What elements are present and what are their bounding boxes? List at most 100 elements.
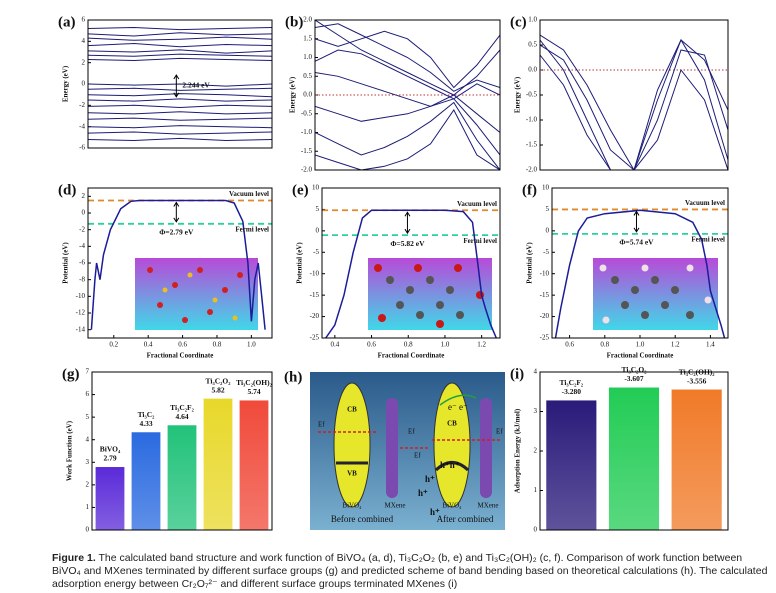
- x-tick-label: 0.4: [330, 341, 339, 349]
- y-tick-label: -2: [79, 225, 85, 233]
- x-tick-label: 0.6: [178, 341, 187, 349]
- plot-frame: [91, 371, 273, 531]
- y-tick-label: -2.0: [301, 166, 313, 174]
- category-label: Ti₃C₂O₂: [206, 376, 232, 385]
- band-line: [315, 101, 500, 170]
- panel-label: (g): [62, 366, 80, 382]
- inset-d: [135, 258, 258, 330]
- y-tick-label: 4: [82, 37, 86, 45]
- annotation: Φ=5.74 eV: [619, 238, 654, 247]
- band-line: [88, 125, 272, 129]
- x-tick-label: 0.8: [600, 341, 609, 349]
- panel-label: (d): [58, 182, 76, 198]
- category-label: Ti₃C₂F₂: [170, 403, 194, 412]
- y-tick-label: -25: [540, 334, 550, 342]
- panel-label: (e): [292, 182, 309, 198]
- plot: [88, 26, 272, 142]
- bar: [167, 425, 197, 530]
- y-tick-label: -14: [76, 325, 86, 333]
- plot: [322, 209, 500, 338]
- band-line: [315, 49, 500, 100]
- band-line: [325, 209, 497, 338]
- y-tick-label: 0: [534, 526, 538, 534]
- inset-f: [593, 258, 718, 330]
- plot-frame: [551, 187, 729, 339]
- panel-label: (b): [285, 14, 303, 30]
- y-tick-label: 4: [534, 368, 538, 376]
- x-tick-label: 1.2: [671, 341, 680, 349]
- y-tick-label: -2: [79, 101, 85, 109]
- ef-label: Ef: [414, 452, 421, 460]
- y-tick-label: 1.0: [303, 53, 312, 61]
- y-tick-label: 5: [86, 413, 90, 421]
- material: MXene: [385, 502, 406, 510]
- y-tick-label: 0.5: [303, 72, 312, 80]
- y-tick-label: 5: [546, 205, 550, 213]
- value-label: 2.79: [103, 454, 116, 463]
- y-tick-label: 2: [86, 480, 90, 488]
- figure: (h) CB VB Ef Ef Ef CB Ef e⁻ e⁻ h⁺h⁺ h⁺ h…: [58, 14, 729, 534]
- arrow-head: [633, 210, 640, 233]
- band-line: [315, 23, 500, 92]
- y-tick-label: 1.5: [303, 34, 312, 42]
- y-tick-label: -10: [310, 269, 320, 277]
- y-tick-label: 3: [534, 407, 538, 415]
- inset-structures: [135, 258, 718, 330]
- plot-frame: [314, 19, 501, 171]
- y-tick-label: -1.5: [301, 147, 313, 155]
- caption-text: The calculated band structure and work f…: [52, 552, 768, 590]
- x-tick-label: 1.0: [247, 341, 256, 349]
- electrons: e⁻ e⁻: [448, 402, 468, 412]
- holes-band: h⁺h⁺: [440, 460, 460, 470]
- y-tick-label: 2: [82, 192, 86, 200]
- band-line: [88, 57, 272, 62]
- y-tick-label: 1: [86, 503, 90, 511]
- band-line: [88, 111, 272, 115]
- value-label: 5.82: [211, 385, 224, 394]
- y-tick-label: -0.5: [301, 109, 313, 117]
- x-tick-label: 0.8: [213, 341, 222, 349]
- y-tick-label: 0.5: [528, 41, 537, 49]
- x-tick-label: 0.6: [367, 341, 376, 349]
- y-tick-label: -20: [540, 312, 550, 320]
- reference-label: Vacuum level: [229, 190, 269, 198]
- y-tick-label: 2: [82, 58, 86, 66]
- band-line: [315, 72, 500, 133]
- vb-label: VB: [347, 470, 357, 478]
- band-line: [88, 131, 272, 135]
- y-axis-label: Energy (eV): [514, 76, 522, 113]
- y-axis-label: Adsorption Energy (kJ/mol): [514, 408, 522, 493]
- y-tick-label: 10: [542, 184, 550, 192]
- plot-frame: [87, 19, 273, 149]
- category-label: Ti₃C₂(OH)₂: [236, 378, 273, 387]
- y-tick-label: -5: [543, 248, 549, 256]
- band-line: [88, 49, 272, 54]
- y-tick-label: -2.0: [526, 166, 538, 174]
- caption-label: Figure 1.: [52, 552, 96, 564]
- y-tick-label: 6: [82, 16, 86, 24]
- plot: [315, 20, 500, 170]
- category-label: Ti₃C₂F₂: [559, 378, 583, 387]
- x-tick-label: 1.2: [477, 341, 486, 349]
- x-tick-label: 0.8: [404, 341, 413, 349]
- band-line: [540, 44, 728, 170]
- plot-frame: [539, 371, 729, 531]
- band-line: [88, 26, 272, 31]
- bar: [546, 400, 597, 530]
- panel-label: (f): [522, 182, 537, 198]
- y-tick-label: -4: [79, 122, 85, 130]
- x-tick-label: 1.0: [636, 341, 645, 349]
- band-line: [88, 93, 272, 98]
- band-line: [88, 98, 272, 102]
- band-line: [540, 38, 728, 170]
- y-axis-label: Potential (eV): [526, 242, 534, 284]
- atoms-f2: [599, 264, 712, 324]
- band-line: [88, 104, 272, 109]
- band-line: [540, 34, 728, 170]
- mxene-after: [480, 398, 492, 498]
- y-tick-label: 7: [86, 368, 90, 376]
- y-tick-label: -20: [310, 312, 320, 320]
- y-tick-label: -1.5: [526, 141, 538, 149]
- bivo4-before: [333, 382, 371, 508]
- y-axis-label: Energy (eV): [62, 65, 70, 102]
